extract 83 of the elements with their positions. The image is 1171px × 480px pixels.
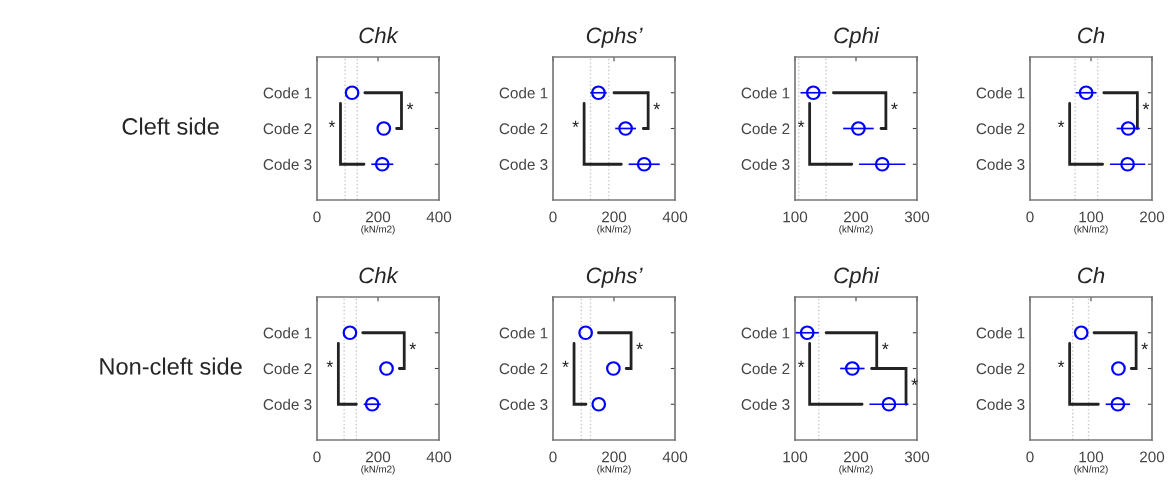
annotation: * [1142, 102, 1150, 110]
y-tick-label: Code 1 [976, 327, 1025, 339]
annotation: * [797, 120, 805, 128]
chart-title: Ch [1078, 27, 1105, 44]
x-tick-label: 200 [366, 211, 391, 223]
chart-title: Cphs’ [586, 267, 643, 288]
y-tick-label: Code 3 [263, 158, 312, 170]
x-tick-label: 300 [904, 211, 930, 223]
x-axis-title: (kN/m2) [1074, 225, 1108, 235]
chart-title: Cphi [834, 267, 880, 288]
x-tick-label: 100 [1079, 211, 1104, 223]
x-tick-label: 200 [844, 451, 869, 463]
y-tick-label: Code 3 [263, 398, 312, 410]
annotation: * [328, 120, 336, 128]
y-tick-label: Code 1 [263, 327, 312, 339]
y-tick-label: Code 2 [741, 362, 790, 375]
y-tick-label: Code 2 [741, 122, 790, 135]
annotation: * [891, 102, 898, 110]
annotation: * [911, 378, 918, 385]
annotation: * [797, 360, 805, 368]
y-tick-label: Code 3 [499, 158, 548, 170]
x-tick-label: 200 [366, 451, 391, 463]
y-tick-label: Code 2 [263, 362, 312, 375]
y-tick-label: Code 1 [976, 87, 1025, 99]
x-axis-title: (kN/m2) [361, 225, 395, 235]
x-tick-label: 0 [1026, 211, 1034, 223]
x-tick-label: 100 [783, 211, 808, 223]
annotation: * [572, 120, 579, 128]
x-tick-label: 0 [313, 211, 321, 223]
x-tick-label: 0 [549, 211, 557, 223]
x-tick-label: 300 [904, 451, 930, 463]
chart-title: Cphi [834, 27, 880, 48]
y-tick-label: Code 1 [263, 87, 312, 99]
x-axis-title: (kN/m2) [597, 225, 631, 235]
x-tick-label: 0 [1026, 451, 1034, 463]
x-tick-label: 200 [602, 211, 627, 223]
y-tick-label: Code 2 [499, 362, 548, 375]
y-tick-label: Code 2 [499, 122, 548, 135]
chart-title: Cphs’ [586, 27, 643, 48]
x-axis-title: (kN/m2) [1074, 465, 1108, 475]
x-axis-title: (kN/m2) [839, 465, 873, 475]
x-tick-label: 400 [426, 451, 452, 463]
y-tick-label: Code 3 [976, 158, 1025, 170]
x-axis-title: (kN/m2) [361, 465, 395, 475]
x-tick-label: 200 [1140, 451, 1165, 463]
chart-title: Chk [359, 267, 399, 284]
x-tick-label: 200 [844, 211, 869, 223]
x-tick-label: 400 [662, 451, 688, 463]
annotation: * [1057, 360, 1065, 368]
y-tick-label: Code 2 [263, 122, 312, 135]
y-tick-label: Code 2 [976, 362, 1025, 375]
annotation: * [326, 360, 334, 368]
y-tick-label: Code 1 [741, 327, 790, 339]
chart-title: Ch [1078, 267, 1105, 284]
text: Cleft side [122, 117, 219, 135]
annotation: * [406, 102, 414, 110]
x-tick-label: 100 [1079, 451, 1104, 463]
y-tick-label: Code 1 [741, 87, 790, 99]
y-tick-label: Code 2 [976, 122, 1025, 135]
x-tick-label: 0 [313, 451, 321, 463]
text: Non-cleft side [100, 357, 242, 375]
annotation: * [882, 342, 889, 350]
chart-title: Chk [359, 27, 399, 44]
annotation: * [409, 342, 416, 350]
annotation: * [1141, 342, 1148, 350]
x-tick-label: 0 [549, 451, 557, 463]
x-tick-label: 400 [426, 211, 452, 223]
x-tick-label: 200 [602, 451, 627, 463]
x-tick-label: 400 [662, 211, 688, 223]
annotation: * [562, 360, 569, 368]
annotation: * [1057, 120, 1065, 128]
y-tick-label: Code 3 [741, 158, 790, 170]
y-tick-label: Code 3 [499, 398, 548, 410]
x-tick-label: 100 [783, 451, 808, 463]
y-tick-label: Code 3 [976, 398, 1025, 410]
y-tick-label: Code 1 [499, 327, 548, 339]
x-axis-title: (kN/m2) [597, 465, 631, 475]
y-tick-label: Code 1 [499, 87, 548, 99]
x-tick-label: 200 [1140, 211, 1165, 223]
annotation: * [653, 102, 660, 110]
x-axis-title: (kN/m2) [839, 225, 873, 235]
annotation: * [636, 342, 643, 350]
y-tick-label: Code 3 [741, 398, 790, 410]
